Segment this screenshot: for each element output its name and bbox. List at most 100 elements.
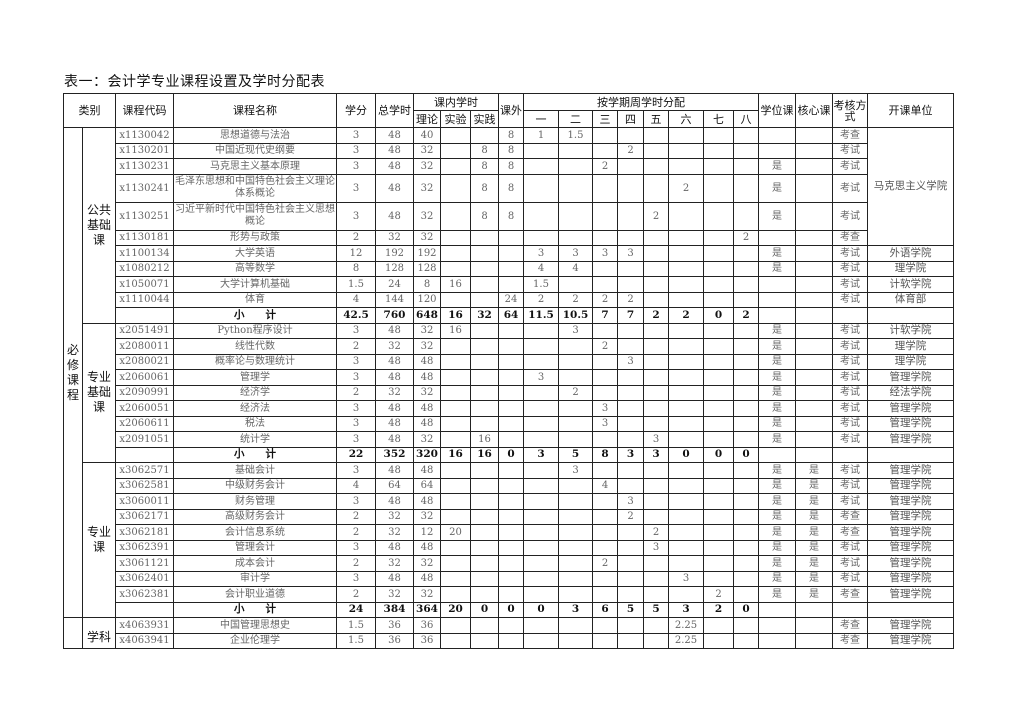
- cell-degree: 是: [758, 477, 796, 494]
- cell-credit: 3: [336, 173, 376, 203]
- cell-lab: 16: [440, 322, 471, 339]
- cell-extra: [498, 415, 524, 432]
- cell-s5: [643, 229, 669, 246]
- cell-s8: [733, 555, 759, 572]
- cell-s7: [703, 477, 734, 494]
- cell-credit: 3: [336, 127, 376, 144]
- cell-s6: [668, 431, 704, 448]
- subtotal-row: 小 计 24 384 364 20 0 0 0 3 6 5 5 3 2 0: [64, 601, 954, 618]
- cell-s2: 3: [558, 322, 593, 339]
- cell-practice: [470, 127, 499, 144]
- cell-core: [795, 338, 833, 355]
- cell-exam: 考试: [832, 570, 868, 587]
- cell-s2: [558, 173, 593, 203]
- cell-s6: 3: [668, 570, 704, 587]
- cell-name: 会计信息系统: [173, 524, 337, 541]
- table-row: x2080021 概率论与数理统计 3 48 48 3 是考试 理学院: [64, 353, 954, 370]
- cell-s5: 3: [643, 431, 669, 448]
- subtotal-s8: 2: [733, 307, 759, 324]
- subtotal-label: 小 计: [173, 601, 337, 618]
- cell-s2: [558, 555, 593, 572]
- cell-total-hours: 48: [375, 539, 414, 556]
- cell-extra: [498, 570, 524, 587]
- cell-theory: 48: [413, 400, 441, 417]
- cell-total-hours: 48: [375, 353, 414, 370]
- cell-practice: [470, 555, 499, 572]
- table-row: x1130231 马克思主义基本原理 3 48 32 8 8 2 是 考试: [64, 158, 954, 175]
- cell-lab: [440, 142, 471, 159]
- cell-degree: [758, 617, 796, 634]
- cell-lab: [440, 173, 471, 203]
- cell-exam: 考试: [832, 158, 868, 175]
- header-semester-5: 五: [643, 110, 669, 128]
- cell-s1: [523, 142, 559, 159]
- cell-degree: 是: [758, 201, 796, 231]
- cell-s5: 2: [643, 201, 669, 231]
- cell-s8: [733, 632, 759, 649]
- cell-exam: 考试: [832, 322, 868, 339]
- cell-credit: 2: [336, 384, 376, 401]
- cell-practice: [470, 229, 499, 246]
- table-row: 学科 x4063931 中国管理思想史 1.5 36 36 2.25 考查 管理学院: [63, 617, 954, 649]
- table-row: x3062171 高级财务会计 2 32 32 2 是是考查 管理学院: [64, 508, 954, 525]
- header-category: 类别: [63, 93, 116, 128]
- cell-theory: 32: [413, 142, 441, 159]
- cell-s5: [643, 462, 669, 479]
- cell-s1: 3: [523, 245, 559, 262]
- subtotal-credit: 24: [336, 601, 376, 618]
- table-row: x2060051 经济法 3 48 48 3 是考试 管理学院: [64, 400, 954, 417]
- cell-lab: [440, 632, 471, 649]
- cell-theory: 32: [413, 322, 441, 339]
- cell-dept: 管理学院: [867, 632, 954, 649]
- cell-s6: 2: [668, 173, 704, 203]
- cell-core: [795, 229, 833, 246]
- cell-degree: [758, 291, 796, 308]
- subtotal-extra: 64: [498, 307, 524, 324]
- cell-s5: [643, 555, 669, 572]
- cell-theory: 48: [413, 353, 441, 370]
- cell-practice: [470, 322, 499, 339]
- cell-core: [795, 276, 833, 293]
- cell-name: 基础会计: [173, 462, 337, 479]
- cell-s8: [733, 384, 759, 401]
- table-row: x4063941 企业伦理学 1.5 36 36 2.25 考查 管理学院: [64, 632, 954, 649]
- subtotal-s2: 5: [558, 446, 593, 463]
- cell-s7: 2: [703, 586, 734, 603]
- subtotal-s4: 5: [617, 601, 644, 618]
- cell-total-hours: 48: [375, 462, 414, 479]
- cell-code: x1130241: [115, 173, 174, 203]
- cell-s6: [668, 586, 704, 603]
- cell-core: [795, 617, 833, 634]
- cell-extra: [498, 260, 524, 277]
- cell-theory: 48: [413, 570, 441, 587]
- cell-dept: 计软学院: [867, 322, 954, 339]
- cell-exam: 考查: [832, 127, 868, 144]
- cell-s5: [643, 493, 669, 510]
- cell-practice: [470, 415, 499, 432]
- dept-merged: 马克思主义学院: [867, 127, 954, 246]
- cell-s2: [558, 142, 593, 159]
- cell-s1: [523, 353, 559, 370]
- cell-name: Python程序设计: [173, 322, 337, 339]
- header-semester-dist: 按学期周学时分配: [523, 93, 759, 111]
- cell-core: [795, 158, 833, 175]
- cell-s2: [558, 229, 593, 246]
- cell-s4: [617, 260, 644, 277]
- cell-s7: [703, 415, 734, 432]
- cell-s1: [523, 322, 559, 339]
- cell-name: 管理会计: [173, 539, 337, 556]
- cell-dept: 管理学院: [867, 462, 954, 479]
- cell-s5: [643, 586, 669, 603]
- table-row: x1130241 毛泽东思想和中国特色社会主义理论体系概论 3 48 32 8 8 2 是 考试: [64, 173, 954, 203]
- header-semester-2: 二: [558, 110, 593, 128]
- cell-lab: [440, 384, 471, 401]
- cell-s6: [668, 338, 704, 355]
- cell-theory: 32: [413, 555, 441, 572]
- cell-s1: [523, 617, 559, 634]
- subtotal-s6: 2: [668, 307, 704, 324]
- cell-degree: 是: [758, 508, 796, 525]
- header-practice: 实践: [470, 110, 499, 128]
- cell-core: [795, 369, 833, 386]
- cell-s8: [733, 353, 759, 370]
- cell-code: x2080021: [115, 353, 174, 370]
